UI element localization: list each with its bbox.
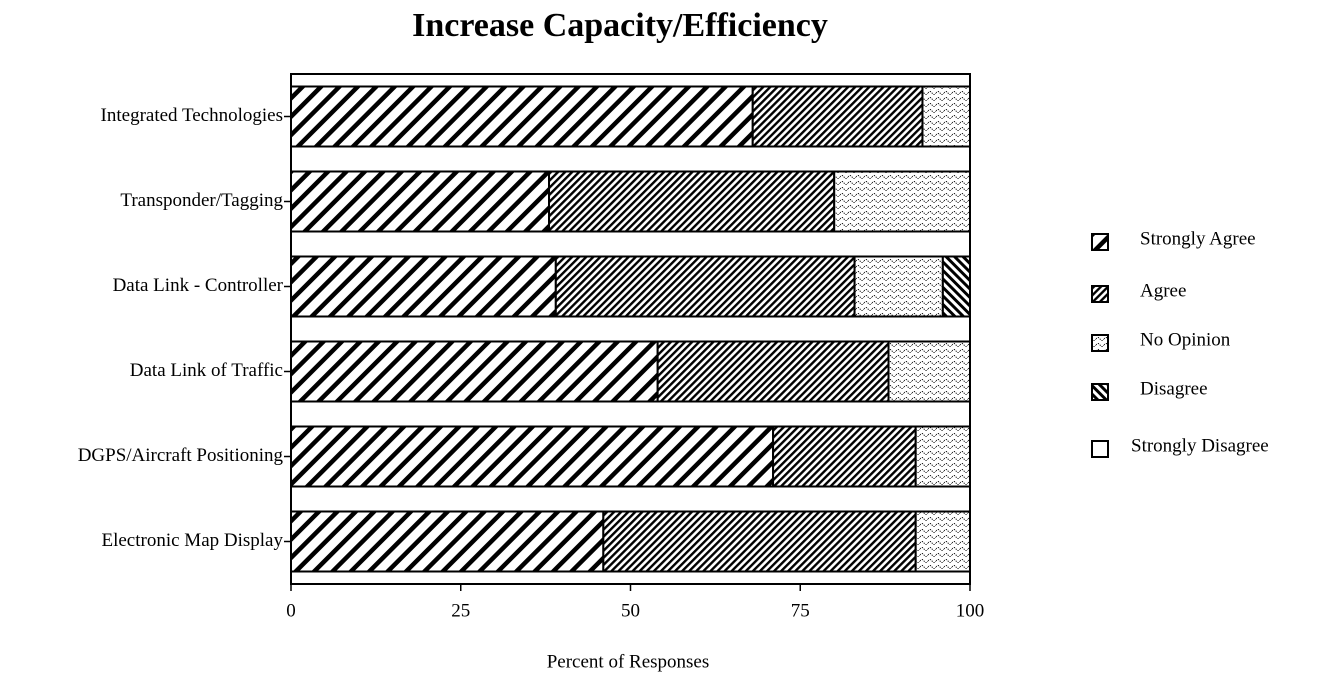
legend-swatch — [1091, 383, 1109, 401]
bar-segment — [290, 170, 551, 233]
legend-label: Strongly Agree — [1140, 228, 1256, 249]
legend-label: Disagree — [1140, 378, 1208, 399]
bar-segment — [602, 510, 917, 573]
bar-segment — [887, 340, 972, 403]
bar-segment — [772, 425, 917, 488]
y-tick-label: Integrated Technologies — [101, 105, 283, 126]
legend-swatch — [1091, 285, 1109, 303]
y-tick-label: Electronic Map Display — [101, 530, 283, 551]
y-tick-label: Data Link of Traffic — [130, 360, 283, 381]
x-axis-title: Percent of Responses — [547, 651, 710, 672]
bar-segment — [290, 255, 557, 318]
x-tick-label: 50 — [621, 600, 640, 621]
bar-segment — [290, 425, 775, 488]
plot-frame — [290, 73, 971, 585]
chart-title: Increase Capacity/Efficiency — [412, 7, 828, 44]
bar-segment — [914, 425, 971, 488]
bar-segment — [554, 255, 856, 318]
legend-label: Strongly Disagree — [1131, 435, 1269, 456]
bar-segment — [941, 255, 972, 318]
legend-label: Agree — [1140, 280, 1186, 301]
bar-segment — [290, 340, 659, 403]
x-tick-label: 75 — [791, 600, 810, 621]
bar-segment — [914, 510, 971, 573]
legend-swatch — [1091, 334, 1109, 352]
bar-segment — [751, 85, 924, 148]
legend-swatch — [1091, 233, 1109, 251]
x-tick-label: 0 — [286, 600, 296, 621]
bar-segment — [290, 85, 754, 148]
x-tick-label: 25 — [451, 600, 470, 621]
x-tick-label: 100 — [956, 600, 985, 621]
y-tick-label: Data Link - Controller — [113, 275, 284, 296]
bar-segment — [656, 340, 890, 403]
legend-label: No Opinion — [1140, 329, 1231, 350]
legend-swatch — [1091, 440, 1109, 458]
y-tick-label: Transponder/Tagging — [120, 190, 283, 211]
bar-segment — [833, 170, 972, 233]
bar-segment — [921, 85, 971, 148]
y-tick-label: DGPS/Aircraft Positioning — [78, 445, 284, 466]
bar-segment — [290, 510, 605, 573]
bar-segment — [853, 255, 944, 318]
bar-segment — [548, 170, 836, 233]
